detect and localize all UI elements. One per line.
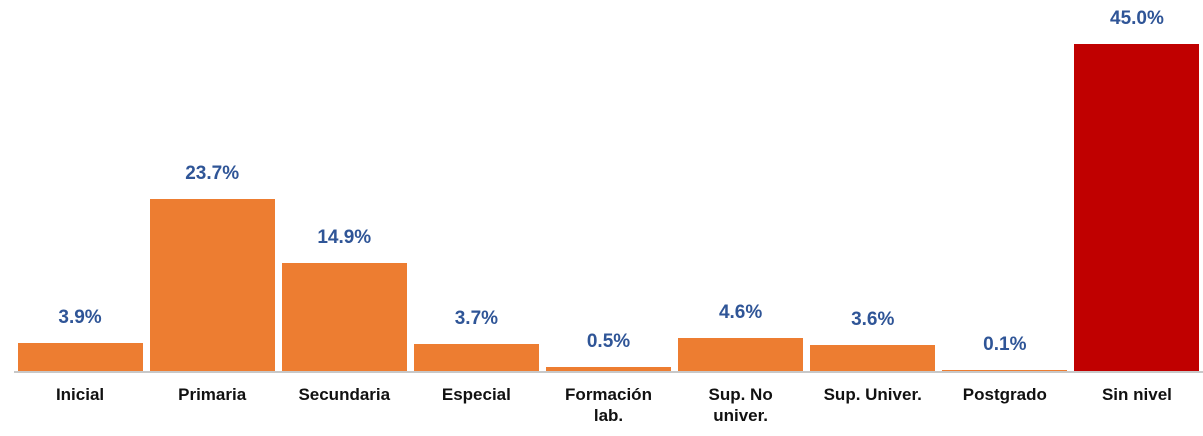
value-label: 3.6% (851, 308, 895, 330)
x-tick-label: Secundaria (298, 385, 391, 404)
value-label: 23.7% (185, 162, 240, 184)
value-label: 3.7% (454, 308, 499, 330)
x-tick-label: Postgrado (962, 385, 1047, 404)
bar (678, 337, 804, 371)
x-tick-label: Inicial (55, 385, 105, 404)
bar (17, 342, 143, 371)
x-tick-label: Sin nivel (1101, 385, 1172, 404)
x-tick-label: Sup. Univer. (823, 385, 922, 404)
bar (810, 344, 936, 371)
x-tick-label: Formación lab. (565, 385, 652, 425)
bar (281, 262, 407, 371)
bar (942, 370, 1068, 371)
value-label: 45.0% (1110, 8, 1164, 29)
bar (413, 344, 539, 371)
x-tick-label: Especial (441, 385, 511, 404)
bar (545, 367, 672, 371)
value-label: 0.5% (586, 331, 631, 353)
x-axis (14, 371, 1203, 373)
x-tick-label: Sup. No univer. (708, 385, 773, 425)
bar (149, 198, 275, 371)
value-label: 3.9% (58, 306, 102, 328)
bar (1074, 44, 1200, 371)
value-label: 4.6% (718, 301, 763, 323)
value-label: 14.9% (317, 226, 372, 248)
value-label: 0.1% (983, 334, 1027, 356)
x-tick-label: Primaria (178, 385, 247, 404)
